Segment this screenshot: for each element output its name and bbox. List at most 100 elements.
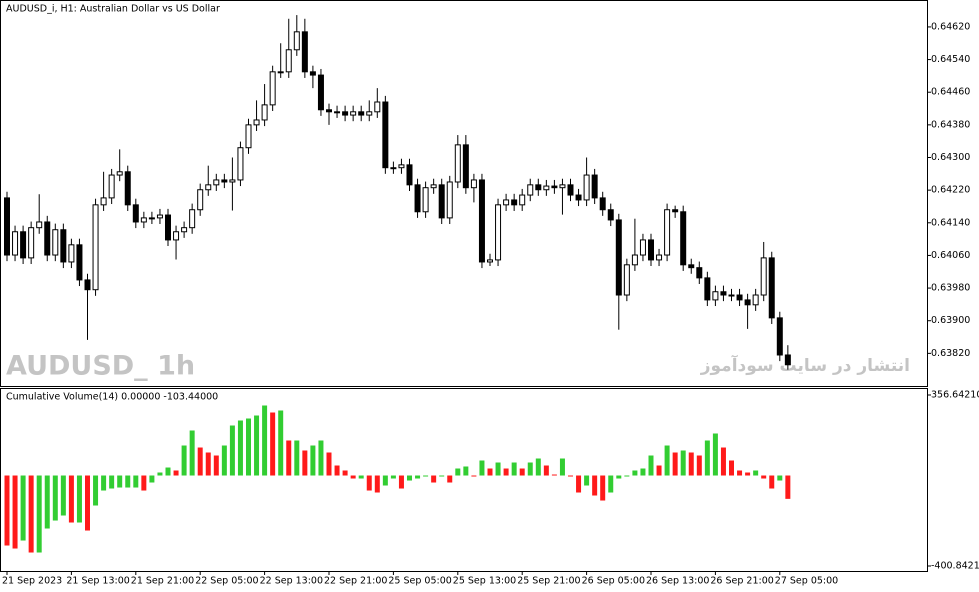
volume-bar xyxy=(656,465,662,476)
candle-body xyxy=(672,209,679,213)
y-tick-label: 0.64220 xyxy=(931,185,970,196)
candle-body xyxy=(269,71,276,106)
candle-body xyxy=(76,244,83,281)
candle-body xyxy=(631,254,638,266)
volume-bar xyxy=(785,475,791,499)
volume-bar xyxy=(390,475,396,479)
y-tick-label: -400.84210 xyxy=(931,561,979,572)
candle-body xyxy=(543,185,550,191)
volume-bar xyxy=(52,475,58,521)
volume-bar xyxy=(600,475,606,501)
x-tick-label: 21 Sep 2023 xyxy=(2,576,62,587)
candle-body xyxy=(478,179,485,263)
volume-bar xyxy=(503,468,509,476)
volume-bar xyxy=(101,475,107,491)
candle-body xyxy=(519,194,526,206)
volume-bar xyxy=(246,418,251,476)
y-tick-label: 0.64300 xyxy=(931,152,970,163)
watermark: AUDUSD_ 1h xyxy=(6,351,195,382)
volume-bar xyxy=(455,468,461,476)
candle-body xyxy=(503,199,510,206)
candle-body xyxy=(422,187,429,213)
candle-body xyxy=(205,184,212,191)
volume-bar xyxy=(165,467,171,476)
candle-body xyxy=(342,111,349,116)
volume-bar xyxy=(616,475,622,479)
candle-body xyxy=(656,254,663,261)
candle-body xyxy=(720,291,727,296)
candle-body xyxy=(92,204,99,291)
candle-body xyxy=(712,291,719,301)
volume-bar xyxy=(431,475,437,483)
x-tick-label: 22 Sep 05:00 xyxy=(195,576,258,587)
candle-body xyxy=(334,111,341,114)
candle-body xyxy=(36,221,43,229)
volume-bar xyxy=(68,475,74,523)
volume-bar xyxy=(415,475,421,479)
volume-bar xyxy=(463,466,469,476)
candle-body xyxy=(454,144,461,183)
candle-body xyxy=(446,181,453,219)
volume-bar xyxy=(398,475,404,489)
candle-body xyxy=(776,317,783,356)
y-tick-label: 0.63900 xyxy=(931,315,970,326)
candle-body xyxy=(639,239,646,256)
volume-bar xyxy=(688,452,694,476)
x-tick-label: 22 Sep 13:00 xyxy=(260,576,323,587)
candle-body xyxy=(575,194,582,201)
candle-body xyxy=(84,279,91,291)
volume-bar xyxy=(358,475,364,479)
volume-bar xyxy=(12,475,18,549)
volume-bar xyxy=(704,440,710,476)
volume-bar xyxy=(93,475,99,506)
volume-bar xyxy=(310,445,316,476)
candle-body xyxy=(317,74,324,111)
candle-body xyxy=(760,257,767,296)
volume-bar xyxy=(576,475,582,493)
watermark-persian: انتشار در سایت سودآموز xyxy=(700,354,910,376)
candle-body xyxy=(100,197,107,206)
candle-body xyxy=(173,231,180,241)
x-tick-label: 21 Sep 21:00 xyxy=(131,576,194,587)
candle-body xyxy=(253,119,260,126)
candle-body xyxy=(768,257,775,319)
candle-body xyxy=(358,111,365,116)
volume-bar xyxy=(511,462,517,476)
y-tick-label: 0.63980 xyxy=(931,283,970,294)
candle-body xyxy=(156,214,163,219)
candle-body xyxy=(277,71,284,74)
volume-bar xyxy=(205,452,211,476)
volume-bar xyxy=(334,465,340,476)
volume-bar xyxy=(745,472,751,476)
volume-bar xyxy=(125,475,131,488)
volume-bar xyxy=(680,450,686,476)
volume-bar xyxy=(648,455,654,476)
volume-bar xyxy=(302,450,308,476)
volume-bar xyxy=(712,433,718,476)
candle-body xyxy=(599,197,606,211)
volume-bar xyxy=(286,440,292,476)
volume-bar xyxy=(237,420,243,476)
candle-body xyxy=(648,239,654,261)
x-tick-label: 25 Sep 13:00 xyxy=(453,576,516,587)
candle-body xyxy=(495,204,502,261)
x-tick-label: 25 Sep 05:00 xyxy=(388,576,451,587)
volume-bar xyxy=(173,470,179,476)
volume-bar xyxy=(189,430,195,476)
volume-bar xyxy=(761,475,767,479)
volume-bar xyxy=(527,462,533,476)
volume-bar xyxy=(439,475,445,477)
x-tick-label: 25 Sep 21:00 xyxy=(517,576,580,587)
candle-body xyxy=(527,184,534,196)
indicator-title: Cumulative Volume(14) 0.00000 -103.44000 xyxy=(6,392,218,403)
volume-bar xyxy=(664,445,670,476)
candle-body xyxy=(414,184,421,213)
candle-body xyxy=(148,217,155,220)
candle-body xyxy=(140,217,147,223)
volume-bar xyxy=(624,475,630,477)
candle-body xyxy=(583,174,590,201)
candle-body xyxy=(462,144,469,189)
volume-bar xyxy=(777,475,783,481)
candle-body xyxy=(68,244,75,263)
candle-body xyxy=(438,184,445,219)
